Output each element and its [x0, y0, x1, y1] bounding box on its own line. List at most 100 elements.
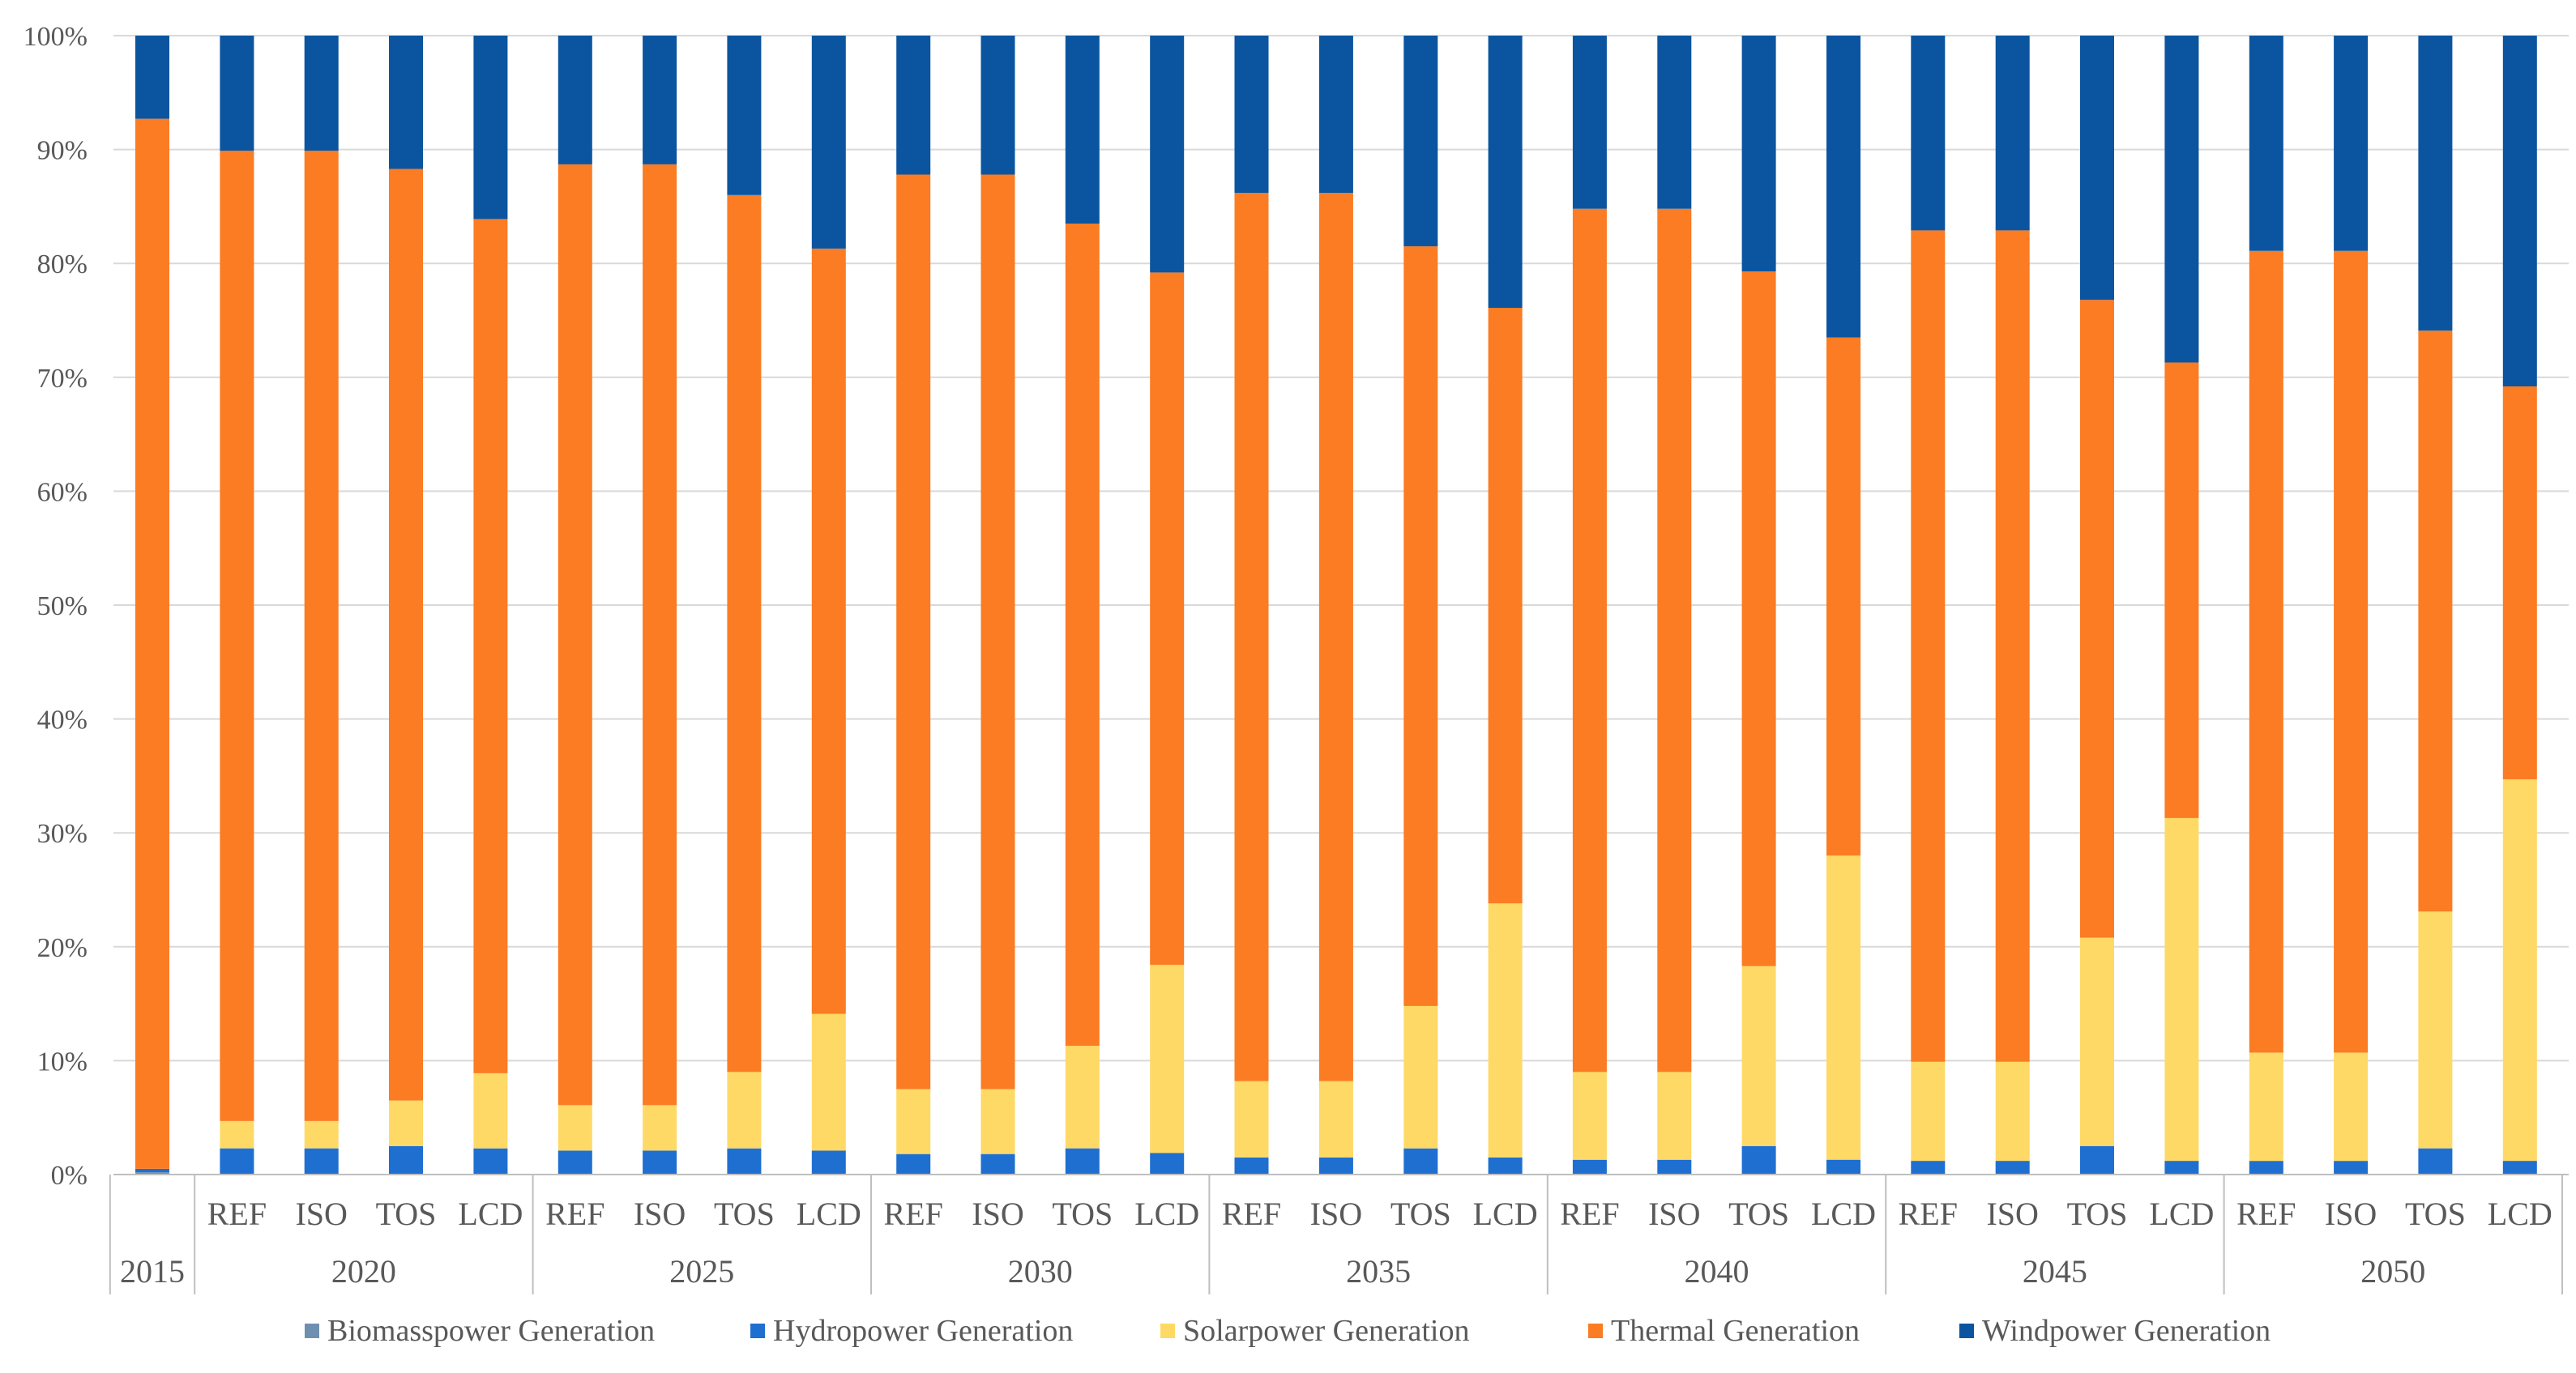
bar-segment-windpower-generation	[896, 36, 931, 175]
year-label: 2020	[331, 1253, 396, 1290]
scenario-label: REF	[545, 1196, 604, 1232]
y-axis-labels: 0% 10% 20% 30% 40% 50% 60% 70% 80% 90% 100%	[23, 22, 88, 1191]
bar-segment-solarpower-generation	[980, 1089, 1015, 1154]
legend-item-biomasspower-generation: Biomasspower Generation	[305, 1314, 655, 1348]
axes	[109, 1174, 2569, 1294]
legend-swatch	[1160, 1324, 1175, 1338]
bar-segment-windpower-generation	[1150, 36, 1185, 273]
year-label: 2030	[1008, 1253, 1073, 1290]
bar-segment-windpower-generation	[1826, 36, 1860, 338]
bar-segment-thermal-generation	[980, 174, 1015, 1089]
bar-segment-hydropower-generation	[1318, 1157, 1353, 1175]
y-tick-label: 50%	[37, 591, 88, 621]
bar-segment-thermal-generation	[389, 168, 423, 1101]
bar-segment-windpower-generation	[1911, 36, 1946, 231]
bar-segment-windpower-generation	[557, 36, 592, 164]
scenario-label: ISO	[295, 1196, 347, 1232]
scenario-label: ISO	[972, 1196, 1023, 1232]
year-label: 2045	[2023, 1253, 2087, 1290]
bar-segment-hydropower-generation	[1065, 1148, 1100, 1175]
legend-item-windpower-generation: Windpower Generation	[1959, 1314, 2271, 1348]
legend-swatch	[1959, 1324, 1974, 1338]
bar-segment-hydropower-generation	[896, 1153, 931, 1175]
bar-segment-hydropower-generation	[2249, 1161, 2283, 1175]
bar-segment-solarpower-generation	[1318, 1081, 1353, 1158]
bar-segment-thermal-generation	[2334, 250, 2369, 1053]
scenario-label: TOS	[2067, 1196, 2128, 1232]
scenario-label: REF	[2236, 1196, 2296, 1232]
bar-segment-thermal-generation	[1318, 193, 1353, 1081]
bar-segment-thermal-generation	[2080, 300, 2114, 938]
legend-item-solarpower-generation: Solarpower Generation	[1160, 1314, 1470, 1348]
bar-segment-solarpower-generation	[1403, 1005, 1438, 1149]
bar-segment-hydropower-generation	[2418, 1148, 2453, 1175]
bar-segment-solarpower-generation	[1826, 855, 1860, 1160]
bar-segment-solarpower-generation	[1234, 1081, 1269, 1158]
bar-segment-windpower-generation	[980, 36, 1015, 175]
bar-segment-windpower-generation	[1488, 36, 1523, 308]
scenario-label: TOS	[714, 1196, 775, 1232]
bar-segment-windpower-generation	[304, 36, 339, 151]
bar-segment-solarpower-generation	[1741, 966, 1776, 1146]
year-label: 2040	[1685, 1253, 1749, 1290]
bar-segment-thermal-generation	[1741, 271, 1776, 966]
bar-segment-thermal-generation	[896, 174, 931, 1089]
bar-segment-hydropower-generation	[1488, 1157, 1523, 1175]
y-tick-label: 90%	[37, 136, 88, 166]
legend-label: Hydropower Generation	[773, 1314, 1073, 1348]
scenario-label: ISO	[1648, 1196, 1700, 1232]
bar-segment-thermal-generation	[811, 248, 846, 1014]
y-tick-label: 40%	[37, 706, 88, 736]
year-label: 2035	[1346, 1253, 1411, 1290]
bar-segment-thermal-generation	[1995, 230, 2030, 1062]
bar-segment-thermal-generation	[220, 151, 254, 1121]
bar-segment-hydropower-generation	[727, 1148, 762, 1175]
bar-segment-solarpower-generation	[220, 1120, 254, 1149]
bar-segment-hydropower-generation	[1657, 1159, 1692, 1175]
legend-item-hydropower-generation: Hydropower Generation	[750, 1314, 1073, 1348]
scenario-label: TOS	[2405, 1196, 2466, 1232]
x-axis-labels: REF ISO TOS LCD REF ISO TOS LCD REF ISO TOS LCD REF I…	[120, 1196, 2553, 1290]
bar-segment-solarpower-generation	[2164, 817, 2199, 1162]
scenario-label: LCD	[1134, 1196, 1199, 1232]
bar-segment-windpower-generation	[2080, 36, 2114, 301]
legend-swatch	[1588, 1324, 1603, 1338]
scenario-label: REF	[1560, 1196, 1619, 1232]
legend-swatch	[750, 1324, 765, 1338]
scenario-label: ISO	[2325, 1196, 2377, 1232]
bar-segment-hydropower-generation	[1403, 1148, 1438, 1175]
bar-segment-windpower-generation	[1318, 36, 1353, 193]
bar-segment-windpower-generation	[1995, 36, 2030, 231]
bar-segment-solarpower-generation	[2418, 911, 2453, 1149]
bar-segment-hydropower-generation	[1741, 1145, 1776, 1175]
bar-segment-thermal-generation	[473, 219, 508, 1073]
bar-segment-thermal-generation	[1826, 337, 1860, 856]
bar-segment-solarpower-generation	[1065, 1046, 1100, 1149]
bar-segment-windpower-generation	[1657, 36, 1692, 209]
bar-segment-hydropower-generation	[389, 1145, 423, 1175]
scenario-label: LCD	[1473, 1196, 1538, 1232]
bar-segment-windpower-generation	[135, 36, 169, 119]
legend-swatch	[305, 1324, 319, 1338]
bar-segment-thermal-generation	[643, 164, 677, 1106]
bar-segment-biomasspower-generation	[135, 1172, 169, 1175]
bar-segment-thermal-generation	[2418, 330, 2453, 912]
bar-segment-windpower-generation	[643, 36, 677, 164]
bar-segment-hydropower-generation	[473, 1148, 508, 1175]
scenario-label: LCD	[1811, 1196, 1876, 1232]
bar-segment-thermal-generation	[2502, 386, 2537, 780]
bar-segment-thermal-generation	[304, 151, 339, 1121]
bar-segment-thermal-generation	[727, 194, 762, 1072]
y-tick-label: 30%	[37, 819, 88, 849]
bar-segment-hydropower-generation	[2334, 1161, 2369, 1175]
y-tick-label: 70%	[37, 364, 88, 394]
bar-segment-windpower-generation	[1572, 36, 1607, 209]
y-tick-label: 60%	[37, 477, 88, 507]
scenario-label: TOS	[1052, 1196, 1113, 1232]
bar-segment-solarpower-generation	[1488, 903, 1523, 1158]
bar-segment-windpower-generation	[473, 36, 508, 220]
year-label: 2050	[2360, 1253, 2425, 1290]
bar-segment-windpower-generation	[2334, 36, 2369, 251]
bar-segment-hydropower-generation	[980, 1153, 1015, 1175]
legend-label: Biomasspower Generation	[327, 1314, 655, 1348]
